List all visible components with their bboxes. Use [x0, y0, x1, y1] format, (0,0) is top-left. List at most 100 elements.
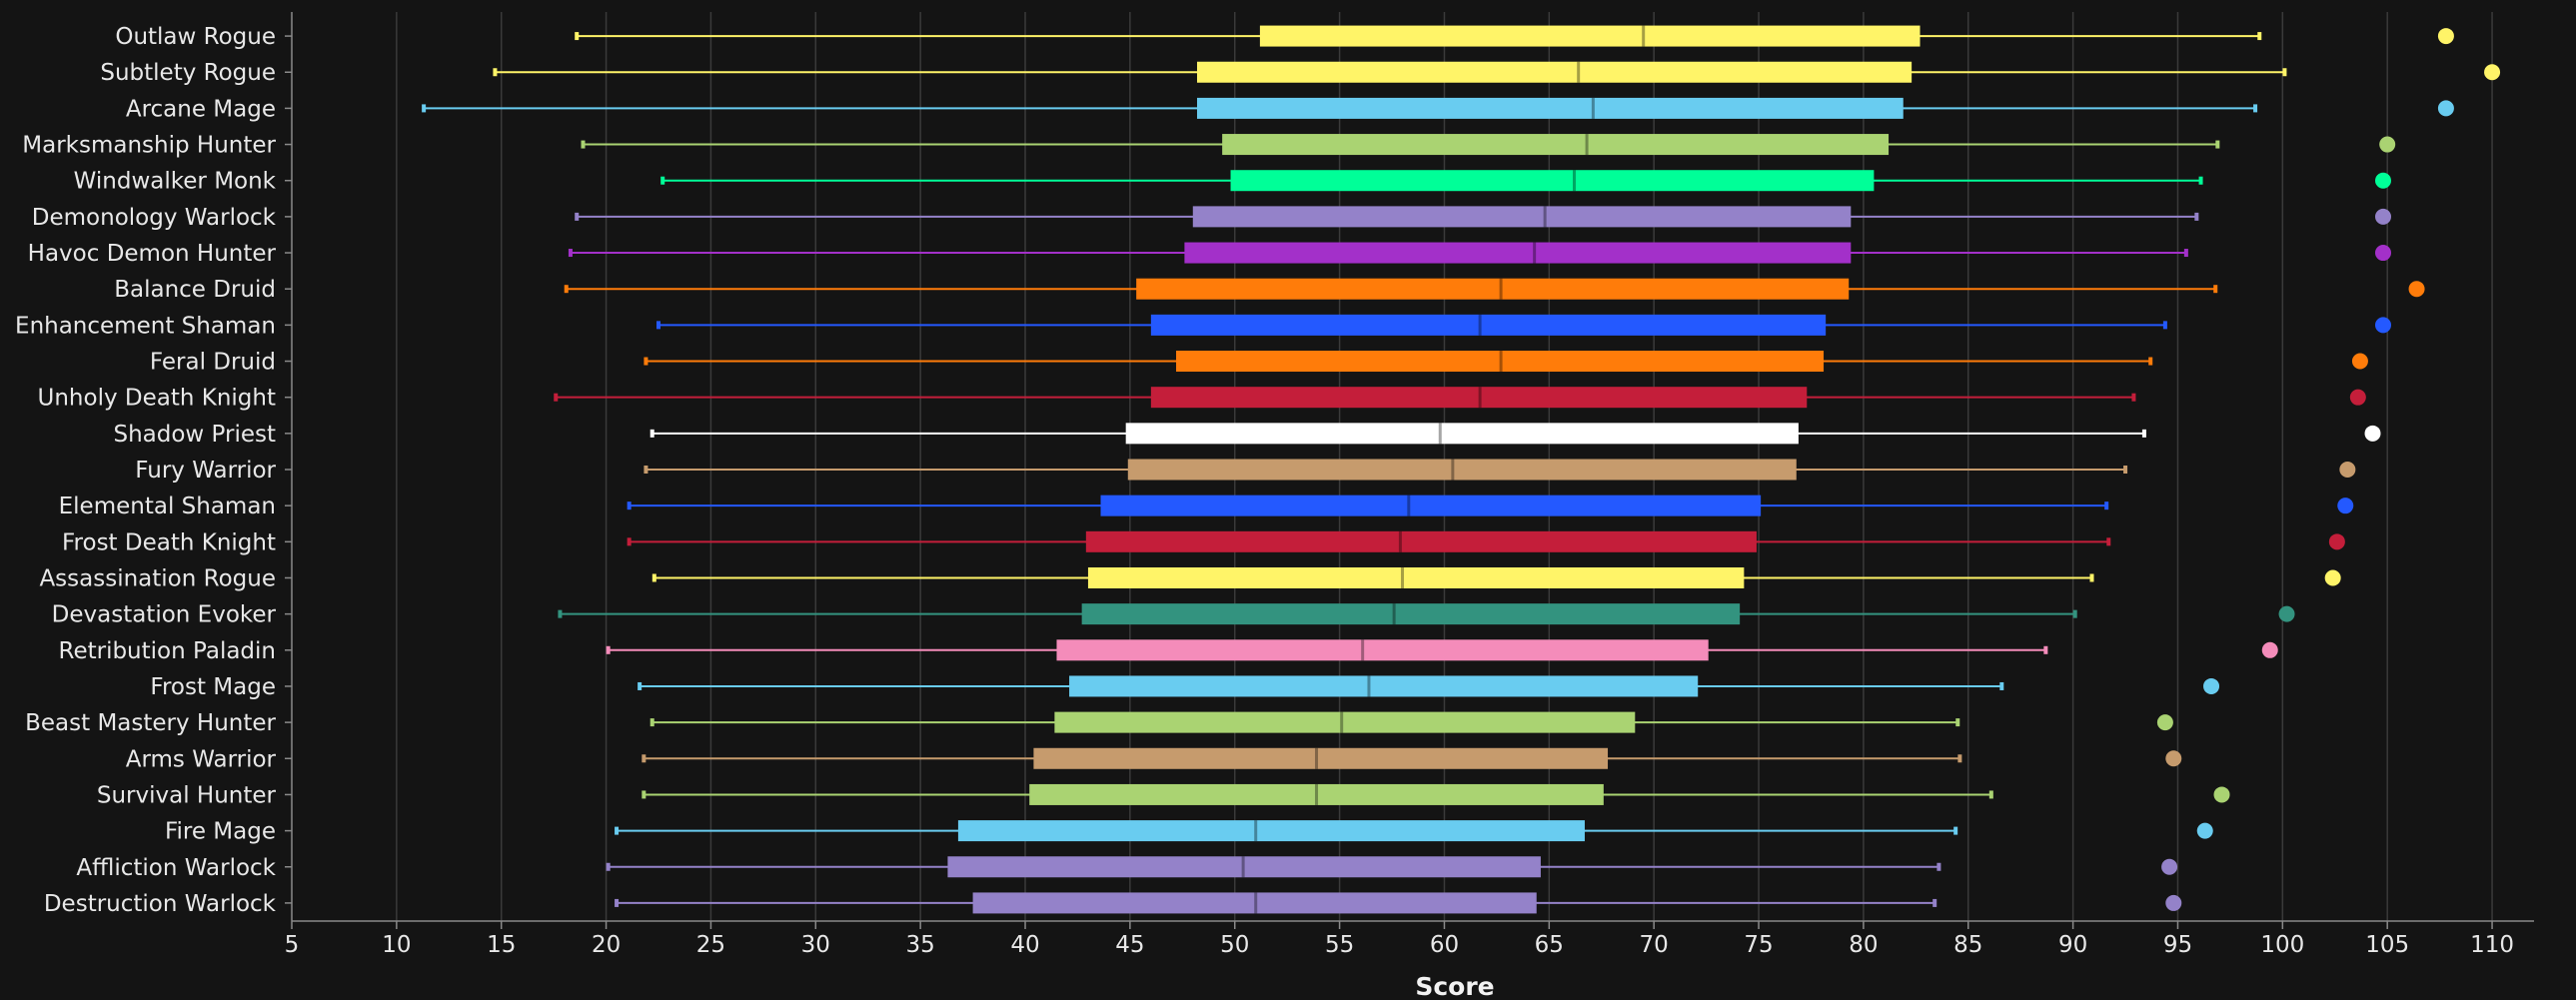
iqr-box[interactable] [1259, 25, 1921, 47]
category-label: Shadow Priest [113, 422, 276, 448]
whisker-min-cap [606, 645, 611, 654]
outlier-point[interactable] [2337, 498, 2354, 514]
outlier-point[interactable] [2324, 569, 2341, 586]
iqr-box[interactable] [1081, 603, 1741, 625]
median-line [1451, 459, 1455, 481]
outlier-point[interactable] [2203, 677, 2220, 694]
outlier-point[interactable] [2165, 750, 2182, 767]
iqr-box[interactable] [1100, 495, 1762, 516]
box-row [642, 747, 2182, 769]
median-line [1499, 278, 1503, 300]
category-label: Fire Mage [165, 819, 276, 845]
category-label: Demonology Warlock [32, 205, 277, 231]
outlier-point[interactable] [2379, 136, 2396, 153]
median-line [1407, 495, 1411, 516]
outlier-point[interactable] [2351, 353, 2368, 370]
box-row [660, 170, 2392, 192]
iqr-box[interactable] [1230, 170, 1875, 192]
category-label: Havoc Demon Hunter [28, 241, 277, 267]
outlier-point[interactable] [2484, 64, 2501, 81]
outlier-point[interactable] [2437, 28, 2454, 45]
iqr-box[interactable] [1136, 278, 1850, 300]
outlier-point[interactable] [2375, 208, 2392, 225]
outlier-point[interactable] [2375, 245, 2392, 262]
category-label: Enhancement Shaman [15, 313, 276, 339]
median-line [1642, 25, 1646, 47]
box-row [615, 892, 2182, 914]
outlier-point[interactable] [2196, 822, 2213, 839]
iqr-box[interactable] [947, 856, 1541, 878]
category-label: Unholy Death Knight [38, 386, 276, 412]
iqr-box[interactable] [1192, 206, 1852, 228]
iqr-box[interactable] [1222, 134, 1890, 156]
iqr-box[interactable] [1087, 566, 1745, 588]
box-row [644, 459, 2356, 481]
iqr-box[interactable] [1150, 314, 1827, 336]
x-tick-label: 25 [696, 932, 725, 958]
iqr-box[interactable] [1184, 242, 1852, 264]
median-line [1543, 206, 1547, 228]
median-line [1478, 314, 1482, 336]
x-tick-label: 5 [285, 932, 300, 958]
outlier-point[interactable] [2261, 641, 2278, 658]
whisker-min-cap [627, 501, 632, 510]
iqr-box[interactable] [972, 892, 1537, 914]
x-tick-label: 30 [801, 932, 830, 958]
whisker-min-cap [644, 357, 648, 366]
median-line [1585, 134, 1589, 156]
iqr-box[interactable] [1056, 639, 1709, 661]
outlier-point[interactable] [2213, 786, 2230, 803]
whisker-min-cap [575, 212, 580, 221]
box-row [493, 61, 2501, 83]
box-row [638, 675, 2220, 697]
iqr-box[interactable] [1033, 747, 1609, 769]
outlier-point[interactable] [2364, 425, 2381, 442]
outlier-point[interactable] [2161, 858, 2178, 875]
box-row [568, 242, 2392, 264]
outlier-point[interactable] [2375, 317, 2392, 334]
outlier-point[interactable] [2339, 462, 2356, 478]
iqr-box[interactable] [1196, 97, 1904, 119]
whisker-max-cap [2194, 212, 2199, 221]
outlier-point[interactable] [2165, 894, 2182, 911]
box-row [627, 495, 2354, 516]
iqr-box[interactable] [1127, 459, 1797, 481]
whisker-min-cap [606, 862, 611, 871]
whisker-min-cap [615, 898, 620, 907]
median-line [1577, 61, 1581, 83]
box-row [627, 530, 2345, 552]
whisker-max-cap [1953, 826, 1958, 835]
median-line [1591, 97, 1595, 119]
whisker-min-cap [642, 790, 646, 799]
outlier-point[interactable] [2375, 172, 2392, 189]
iqr-box[interactable] [1150, 387, 1808, 409]
outlier-point[interactable] [2328, 533, 2345, 550]
iqr-box[interactable] [1125, 423, 1799, 445]
median-line [1392, 603, 1396, 625]
outlier-point[interactable] [2408, 281, 2425, 298]
whisker-min-cap [554, 393, 559, 402]
iqr-box[interactable] [1069, 675, 1699, 697]
whisker-max-cap [2106, 537, 2111, 546]
box-row [615, 820, 2213, 842]
outlier-point[interactable] [2437, 100, 2454, 117]
whisker-max-cap [2215, 140, 2220, 149]
x-tick-label: 55 [1325, 932, 1354, 958]
whisker-max-cap [1957, 754, 1962, 763]
box-row [575, 206, 2392, 228]
x-tick-label: 75 [1744, 932, 1773, 958]
iqr-box[interactable] [957, 820, 1585, 842]
outlier-point[interactable] [2349, 389, 2366, 406]
iqr-box[interactable] [1029, 783, 1604, 805]
iqr-box[interactable] [1196, 61, 1913, 83]
outlier-point[interactable] [2278, 605, 2295, 622]
box-rows [422, 25, 2501, 914]
iqr-box[interactable] [1054, 711, 1636, 733]
median-line [1315, 747, 1319, 769]
whisker-max-cap [2089, 573, 2094, 582]
iqr-box[interactable] [1085, 530, 1757, 552]
iqr-box[interactable] [1176, 351, 1825, 373]
whisker-min-cap [656, 321, 661, 330]
outlier-point[interactable] [2156, 714, 2173, 731]
